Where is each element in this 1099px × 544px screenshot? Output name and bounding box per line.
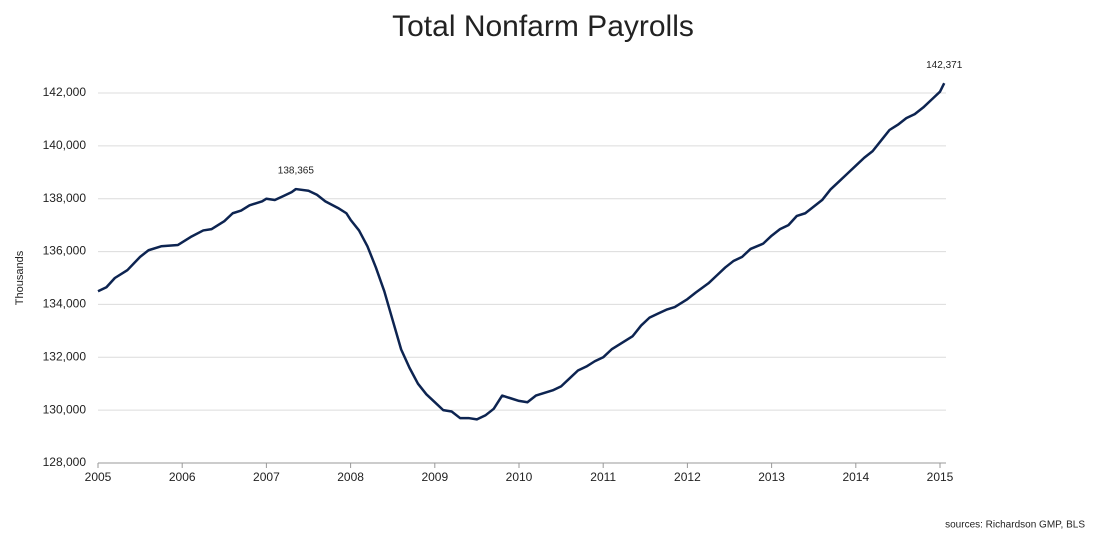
chart-title: Total Nonfarm Payrolls	[392, 10, 694, 43]
y-tick-label: 142,000	[43, 85, 87, 99]
source-note: sources: Richardson GMP, BLS	[945, 520, 1085, 531]
x-tick-label: 2006	[169, 470, 196, 484]
x-tick-label: 2014	[842, 470, 869, 484]
x-tick-label: 2008	[337, 470, 364, 484]
y-tick-label: 138,000	[43, 191, 87, 205]
x-tick-label: 2005	[85, 470, 112, 484]
x-tick-label: 2010	[506, 470, 533, 484]
y-axis-label: Thousands	[14, 250, 26, 305]
y-tick-label: 130,000	[43, 402, 87, 416]
x-tick-label: 2015	[927, 470, 954, 484]
x-tick-label: 2011	[590, 470, 616, 484]
annotation: 138,365	[278, 166, 315, 177]
annotation: 142,371	[926, 60, 963, 71]
y-tick-label: 136,000	[43, 244, 87, 258]
y-tick-label: 128,000	[43, 455, 87, 469]
x-tick-label: 2009	[421, 470, 448, 484]
y-tick-label: 140,000	[43, 138, 87, 152]
y-tick-label: 132,000	[43, 349, 87, 363]
data-line	[97, 82, 946, 421]
x-tick-label: 2012	[674, 470, 701, 484]
x-tick-label: 2007	[253, 470, 280, 484]
y-tick-label: 134,000	[43, 297, 87, 311]
x-tick-label: 2013	[758, 470, 785, 484]
